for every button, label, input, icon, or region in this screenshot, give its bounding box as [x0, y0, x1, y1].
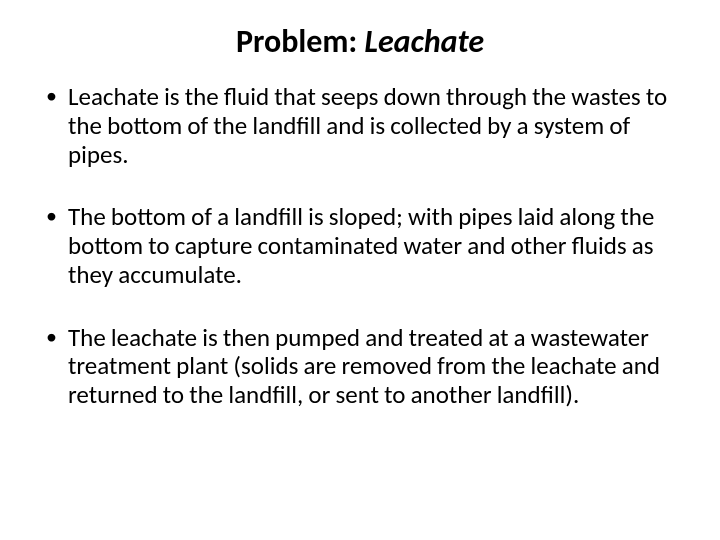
list-item: The leachate is then pumped and treated …: [40, 324, 680, 410]
bullet-list: Leachate is the fluid that seeps down th…: [40, 83, 680, 410]
list-item: The bottom of a landfill is sloped; with…: [40, 203, 680, 289]
title-prefix: Problem:: [236, 22, 364, 61]
list-item: Leachate is the fluid that seeps down th…: [40, 83, 680, 169]
title-emphasis: Leachate: [364, 22, 484, 61]
slide: Problem: Leachate Leachate is the fluid …: [0, 0, 720, 540]
slide-title: Problem: Leachate: [40, 22, 680, 61]
